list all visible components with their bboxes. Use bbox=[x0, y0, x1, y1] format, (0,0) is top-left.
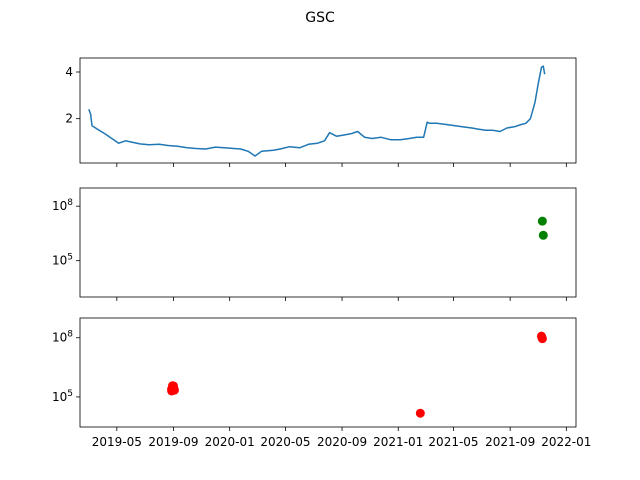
x-tick-label: 2022-01 bbox=[541, 435, 591, 449]
x-tick-label: 2020-01 bbox=[205, 435, 255, 449]
x-tick-label: 2021-01 bbox=[373, 435, 423, 449]
panel-1-frame bbox=[79, 57, 577, 164]
y-tick-label: 4 bbox=[65, 65, 73, 79]
scatter-point bbox=[538, 230, 548, 240]
y-tick-label: 105 bbox=[52, 389, 73, 404]
panel-2-frame bbox=[79, 187, 577, 298]
x-tick-label: 2020-05 bbox=[260, 435, 310, 449]
chart-title: GSC bbox=[305, 10, 335, 26]
panel-3-frame bbox=[79, 317, 577, 428]
scatter-point bbox=[537, 333, 547, 343]
x-tick-label: 2021-05 bbox=[428, 435, 478, 449]
scatter-point bbox=[415, 408, 425, 418]
x-tick-label: 2021-09 bbox=[485, 435, 535, 449]
x-tick-label: 2019-09 bbox=[148, 435, 198, 449]
scatter-point bbox=[168, 381, 178, 391]
y-tick-label: 108 bbox=[52, 198, 73, 213]
y-tick-label: 105 bbox=[52, 253, 73, 268]
y-tick-label: 2 bbox=[65, 112, 73, 126]
price-line bbox=[88, 65, 546, 157]
y-tick-label: 108 bbox=[52, 330, 73, 345]
x-tick-label: 2019-05 bbox=[92, 435, 142, 449]
scatter-point bbox=[537, 216, 547, 226]
x-tick-label: 2020-09 bbox=[317, 435, 367, 449]
